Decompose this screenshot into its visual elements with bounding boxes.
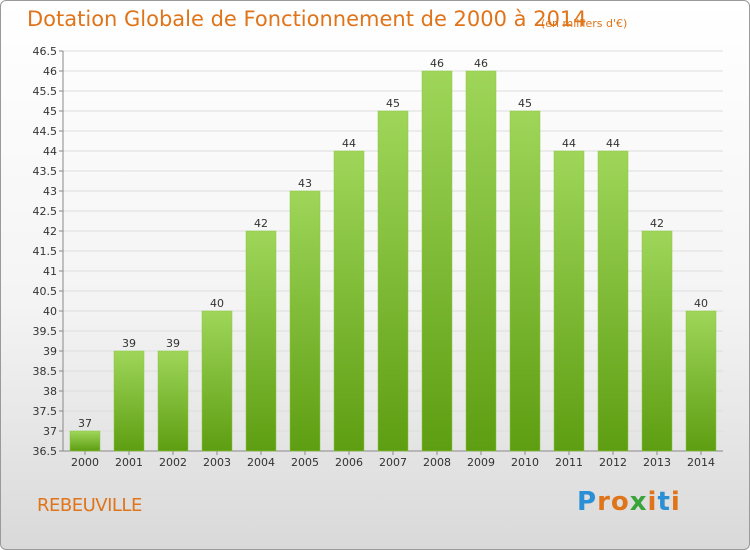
- bars: [69, 70, 717, 452]
- bar-value-label: 40: [694, 297, 708, 310]
- bar: [553, 150, 585, 452]
- y-tick-label: 37.5: [33, 405, 58, 418]
- y-tick-label: 43: [43, 185, 57, 198]
- y-tick-label: 42: [43, 225, 57, 238]
- y-tick-label: 40.5: [33, 285, 58, 298]
- bar: [113, 350, 145, 452]
- y-tick-label: 38: [43, 385, 57, 398]
- x-tick-label: 2005: [291, 456, 319, 469]
- x-tick-label: 2008: [423, 456, 451, 469]
- bar-value-label: 45: [518, 97, 532, 110]
- bar-value-label: 46: [474, 57, 488, 70]
- bar: [157, 350, 189, 452]
- x-tick-label: 2012: [599, 456, 627, 469]
- x-tick-label: 2001: [115, 456, 143, 469]
- y-tick-label: 44: [43, 145, 57, 158]
- x-tick-labels: 2000 2001 2002 2003 2004 2005 2006 2007 2008 2009…: [71, 456, 715, 469]
- commune-name: REBEUVILLE: [37, 495, 142, 516]
- bar: [377, 110, 409, 452]
- y-tick-label: 39: [43, 345, 57, 358]
- bar: [509, 110, 541, 452]
- y-tick-label: 43.5: [33, 165, 58, 178]
- proxiti-logo: Proxiti: [577, 487, 681, 517]
- y-tick-label: 41: [43, 265, 57, 278]
- bar-value-label: 46: [430, 57, 444, 70]
- x-tick-label: 2003: [203, 456, 231, 469]
- bar-value-label: 42: [254, 217, 268, 230]
- x-tick-label: 2000: [71, 456, 99, 469]
- y-tick-label: 39.5: [33, 325, 58, 338]
- y-tick-label: 44.5: [33, 125, 58, 138]
- x-tick-label: 2009: [467, 456, 495, 469]
- bar-value-label: 45: [386, 97, 400, 110]
- y-tick-label: 38.5: [33, 365, 58, 378]
- bar-value-label: 39: [166, 337, 180, 350]
- x-tick-label: 2010: [511, 456, 539, 469]
- y-tick-label: 45.5: [33, 85, 58, 98]
- y-tick-label: 42.5: [33, 205, 58, 218]
- bar: [289, 190, 321, 452]
- bar: [421, 70, 453, 452]
- x-tick-label: 2007: [379, 456, 407, 469]
- bar-value-label: 40: [210, 297, 224, 310]
- bar-value-label: 39: [122, 337, 136, 350]
- x-tick-label: 2004: [247, 456, 275, 469]
- bar: [201, 310, 233, 452]
- bar-value-label: 44: [606, 137, 620, 150]
- y-tick-label: 37: [43, 425, 57, 438]
- bar: [333, 150, 365, 452]
- y-tick-labels: 36.5 37 37.5 38 38.5 39 39.5 40 40.5 41 41.5 42 42.5…: [33, 45, 58, 458]
- bar-value-label: 42: [650, 217, 664, 230]
- x-tick-label: 2011: [555, 456, 583, 469]
- y-tick-label: 40: [43, 305, 57, 318]
- bar: [69, 430, 101, 452]
- y-tick-label: 45: [43, 105, 57, 118]
- value-labels: 37 39 39 40 42 43 44 45 46 46 45 44 44 42 40: [78, 57, 708, 430]
- y-tick-label: 36.5: [33, 445, 58, 458]
- chart-unit: (en milliers d'€): [541, 17, 628, 30]
- bar: [245, 230, 277, 452]
- bar: [641, 230, 673, 452]
- x-tick-label: 2013: [643, 456, 671, 469]
- chart-title: Dotation Globale de Fonctionnement de 20…: [27, 7, 587, 31]
- y-tick-label: 46.5: [33, 45, 58, 58]
- bar-value-label: 37: [78, 417, 92, 430]
- bar-value-label: 43: [298, 177, 312, 190]
- x-tick-label: 2006: [335, 456, 363, 469]
- bar-value-label: 44: [342, 137, 356, 150]
- y-tick-label: 41.5: [33, 245, 58, 258]
- bar-value-label: 44: [562, 137, 576, 150]
- x-tick-label: 2002: [159, 456, 187, 469]
- x-tick-label: 2014: [687, 456, 715, 469]
- bar: [465, 70, 497, 452]
- bar: [685, 310, 717, 452]
- bar: [597, 150, 629, 452]
- y-tick-label: 46: [43, 65, 57, 78]
